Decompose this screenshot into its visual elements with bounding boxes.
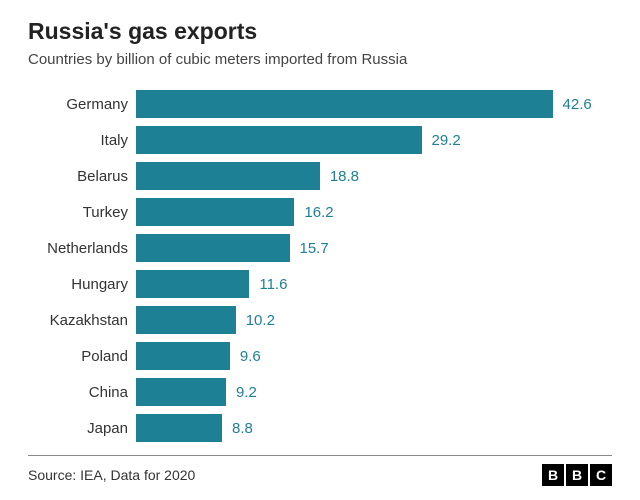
bar [136,162,320,190]
category-label: Italy [28,132,136,149]
footer: Source: IEA, Data for 2020 BBC [28,455,612,486]
bar-area: 18.8 [136,158,612,194]
bar-row: Belarus 18.8 [28,158,612,194]
value-label: 29.2 [422,132,461,149]
value-label: 9.2 [226,384,257,401]
chart-title: Russia's gas exports [28,18,612,45]
bar-area: 9.2 [136,374,612,410]
value-label: 42.6 [553,96,592,113]
bar [136,90,553,118]
logo-letter: B [542,464,564,486]
bar-row: Italy 29.2 [28,122,612,158]
logo-letter: B [566,464,588,486]
chart-subtitle: Countries by billion of cubic meters imp… [28,51,612,68]
bar-area: 16.2 [136,194,612,230]
category-label: China [28,384,136,401]
bar-area: 15.7 [136,230,612,266]
bar [136,378,226,406]
value-label: 11.6 [249,276,287,293]
value-label: 16.2 [294,204,333,221]
bar-row: Germany 42.6 [28,86,612,122]
category-label: Turkey [28,204,136,221]
chart-container: Russia's gas exports Countries by billio… [0,0,640,446]
value-label: 15.7 [290,240,329,257]
bar [136,306,236,334]
bbc-logo: BBC [542,464,612,486]
bar-row: Hungary 11.6 [28,266,612,302]
value-label: 18.8 [320,168,359,185]
bar-area: 10.2 [136,302,612,338]
bar [136,414,222,442]
value-label: 9.6 [230,348,261,365]
bar [136,126,422,154]
bar-row: Japan 8.8 [28,410,612,446]
bar [136,198,294,226]
bar-row: Poland 9.6 [28,338,612,374]
category-label: Netherlands [28,240,136,257]
bar [136,270,249,298]
bar-area: 42.6 [136,86,612,122]
source-text: Source: IEA, Data for 2020 [28,467,195,483]
value-label: 8.8 [222,420,253,437]
bar-area: 11.6 [136,266,612,302]
category-label: Poland [28,348,136,365]
category-label: Belarus [28,168,136,185]
category-label: Kazakhstan [28,312,136,329]
bar-row: Netherlands 15.7 [28,230,612,266]
bar [136,342,230,370]
value-label: 10.2 [236,312,275,329]
bar [136,234,290,262]
bar-row: China 9.2 [28,374,612,410]
category-label: Hungary [28,276,136,293]
bar-area: 8.8 [136,410,612,446]
bar-area: 9.6 [136,338,612,374]
bar-chart: Germany 42.6 Italy 29.2 Belarus 18.8 Turkey 16.… [28,86,612,446]
category-label: Japan [28,420,136,437]
bar-row: Kazakhstan 10.2 [28,302,612,338]
bar-row: Turkey 16.2 [28,194,612,230]
logo-letter: C [590,464,612,486]
category-label: Germany [28,96,136,113]
bar-area: 29.2 [136,122,612,158]
